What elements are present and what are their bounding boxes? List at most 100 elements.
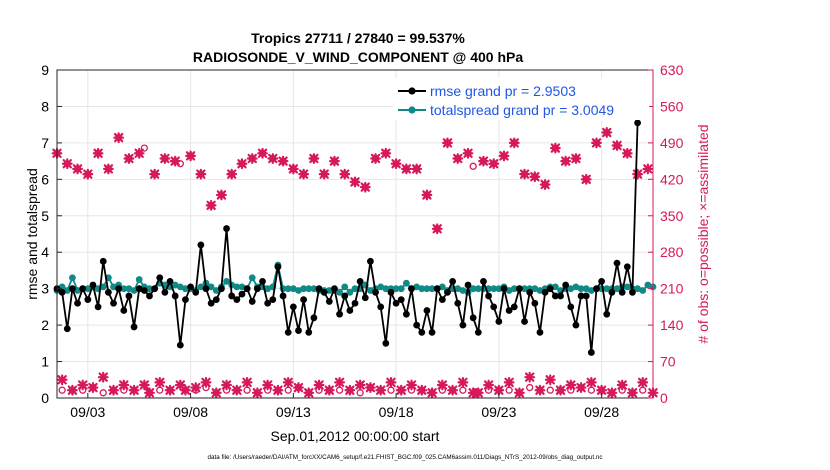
obs-assimilated-marker <box>503 376 515 388</box>
rmse-point <box>469 314 477 322</box>
obs-assimilated-marker <box>190 382 202 394</box>
obs-assimilated-marker <box>426 387 438 399</box>
obs-assimilated-marker <box>102 163 114 175</box>
totalspread-point <box>176 283 184 291</box>
rmse-point <box>418 329 426 336</box>
rmse-point <box>130 323 138 331</box>
totalspread-point <box>639 287 647 294</box>
obs-assimilated-marker <box>344 384 356 396</box>
obs-assimilated-marker <box>534 384 546 396</box>
obs-assimilated-marker <box>267 153 279 164</box>
rmse-point <box>428 329 436 336</box>
rmse-point <box>351 299 359 307</box>
obs-assimilated-marker <box>313 379 325 391</box>
obs-assimilated-marker <box>370 153 381 164</box>
obs-assimilated-marker <box>205 199 217 211</box>
totalspread-point <box>490 285 498 293</box>
rmse-point <box>541 288 549 296</box>
rmse-point <box>176 341 184 349</box>
obs-assimilated-marker <box>128 384 140 396</box>
rmse-point <box>372 288 379 296</box>
obs-assimilated-marker <box>251 387 263 399</box>
obs-assimilated-marker <box>323 384 335 396</box>
totalspread-point <box>536 287 544 294</box>
legend-spread-marker <box>408 106 416 114</box>
rmse-point <box>618 288 626 296</box>
legend-rmse-label: rmse grand pr = 2.9503 <box>430 83 576 99</box>
rmse-point <box>377 303 385 311</box>
obs-assimilated-marker <box>493 384 505 396</box>
rmse-point <box>166 277 174 285</box>
obs-assimilated-marker <box>339 168 351 180</box>
totalspread-point <box>264 285 272 293</box>
totalspread-point <box>197 283 205 291</box>
totalspread-point <box>346 288 354 296</box>
rmse-point <box>582 292 590 300</box>
totalspread-point <box>438 283 446 291</box>
rmse-point <box>505 307 513 314</box>
obs-assimilated-marker <box>180 384 191 396</box>
rmse-point <box>551 292 559 300</box>
obs-assimilated-marker <box>406 379 417 391</box>
y-right-tick-label: 0 <box>660 390 668 406</box>
rmse-point <box>279 292 287 300</box>
totalspread-point <box>238 283 246 291</box>
totalspread-point <box>74 287 81 294</box>
obs-assimilated-marker <box>627 387 638 399</box>
totalspread-point <box>233 283 241 291</box>
rmse-point <box>485 292 492 300</box>
totalspread-point <box>572 283 580 291</box>
rmse-point <box>243 285 251 293</box>
rmse-point <box>474 329 482 336</box>
rmse-point <box>423 307 431 314</box>
totalspread-point <box>531 285 539 293</box>
rmse-point <box>526 288 534 296</box>
totalspread-point <box>310 285 318 293</box>
obs-assimilated-marker <box>637 376 649 388</box>
obs-assimilated-marker <box>113 132 125 144</box>
obs-assimilated-marker <box>611 140 623 151</box>
obs-assimilated-series <box>51 127 659 399</box>
rmse-point <box>598 277 606 285</box>
rmse-point <box>341 292 349 300</box>
totalspread-point <box>325 287 333 294</box>
y-left-tick-label: 1 <box>41 354 49 370</box>
obs-assimilated-marker <box>498 150 510 162</box>
rmse-point <box>521 318 528 325</box>
rmse-point <box>516 285 523 293</box>
totalspread-point <box>418 285 426 293</box>
rmse-point <box>629 288 636 296</box>
obs-assimilated-marker <box>447 384 459 396</box>
rmse-point <box>84 296 92 303</box>
obs-assimilated-marker <box>241 376 253 388</box>
rmse-point <box>449 277 457 285</box>
rmse-point <box>110 299 117 307</box>
obs-assimilated-marker <box>472 387 484 399</box>
rmse-point <box>613 259 621 267</box>
obs-assimilated-marker <box>421 189 433 201</box>
rmse-point <box>438 296 446 303</box>
obs-assimilated-marker <box>359 181 371 193</box>
rmse-point <box>495 318 503 325</box>
totalspread-point <box>382 285 390 293</box>
rmse-point <box>608 288 616 296</box>
y-right-tick-label: 350 <box>660 208 684 224</box>
totalspread-point <box>582 285 590 293</box>
rmse-point <box>454 299 462 307</box>
obs-assimilated-marker <box>585 376 597 388</box>
y-left-tick-label: 4 <box>41 244 49 260</box>
y-left-tick-label: 8 <box>41 98 49 114</box>
obs-assimilated-marker <box>144 387 155 399</box>
obs-assimilated-marker <box>375 384 387 396</box>
rmse-point <box>325 298 333 305</box>
rmse-point <box>289 303 297 311</box>
x-tick-label: 09/28 <box>584 404 619 420</box>
y-left-tick-label: 6 <box>41 171 49 187</box>
obs-assimilated-marker <box>61 158 73 170</box>
y-right-tick-label: 490 <box>660 135 684 151</box>
rmse-point <box>464 281 472 289</box>
rmse-point <box>238 290 246 298</box>
obs-assimilated-marker <box>354 379 366 391</box>
rmse-point <box>536 329 544 336</box>
